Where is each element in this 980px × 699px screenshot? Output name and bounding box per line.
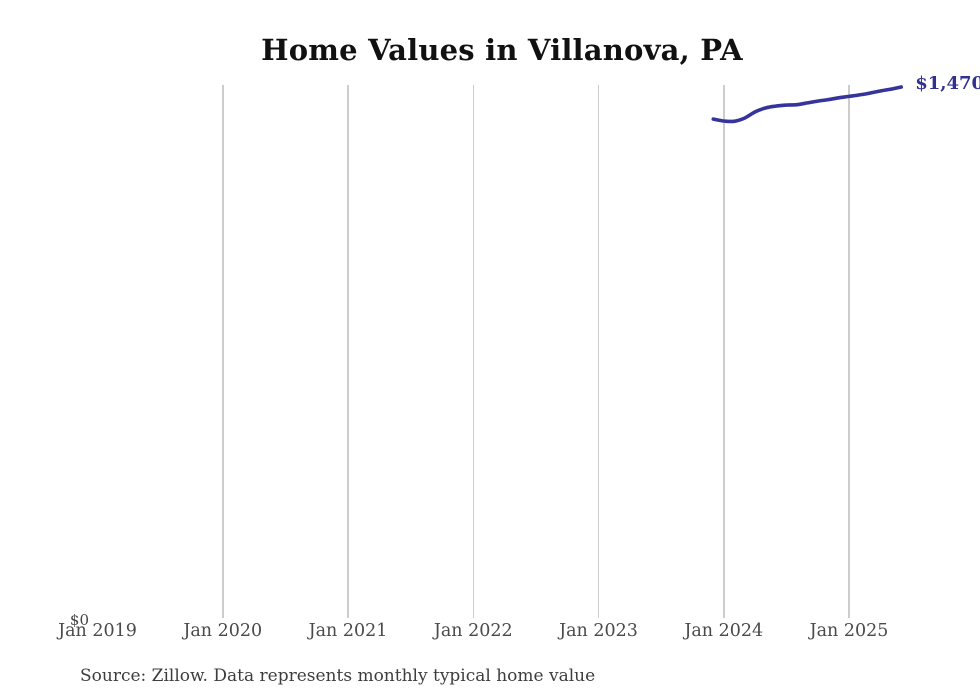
gridline [472,85,474,618]
home-value-line [711,85,903,124]
x-axis-tick-label: Jan 2020 [183,621,263,641]
gridline [347,85,349,618]
x-axis-tick-label: Jan 2025 [809,621,889,641]
x-axis-tick-label: Jan 2024 [684,621,764,641]
y-axis-zero-label: $0 [69,611,89,629]
x-axis-tick-label: Jan 2022 [433,621,513,641]
gridline [597,85,600,618]
source-note: Source: Zillow. Data represents monthly … [80,666,596,686]
chart-title: Home Values in Villanova, PA [261,33,743,67]
gridline [222,85,224,618]
x-axis-tick-label: Jan 2019 [58,621,137,641]
gridline [848,85,850,618]
x-axis-tick-label: Jan 2021 [308,621,388,641]
gridline [723,85,725,618]
x-axis-tick-label: Jan 2023 [559,621,638,641]
line-end-value-label: $1,470, [915,73,980,94]
